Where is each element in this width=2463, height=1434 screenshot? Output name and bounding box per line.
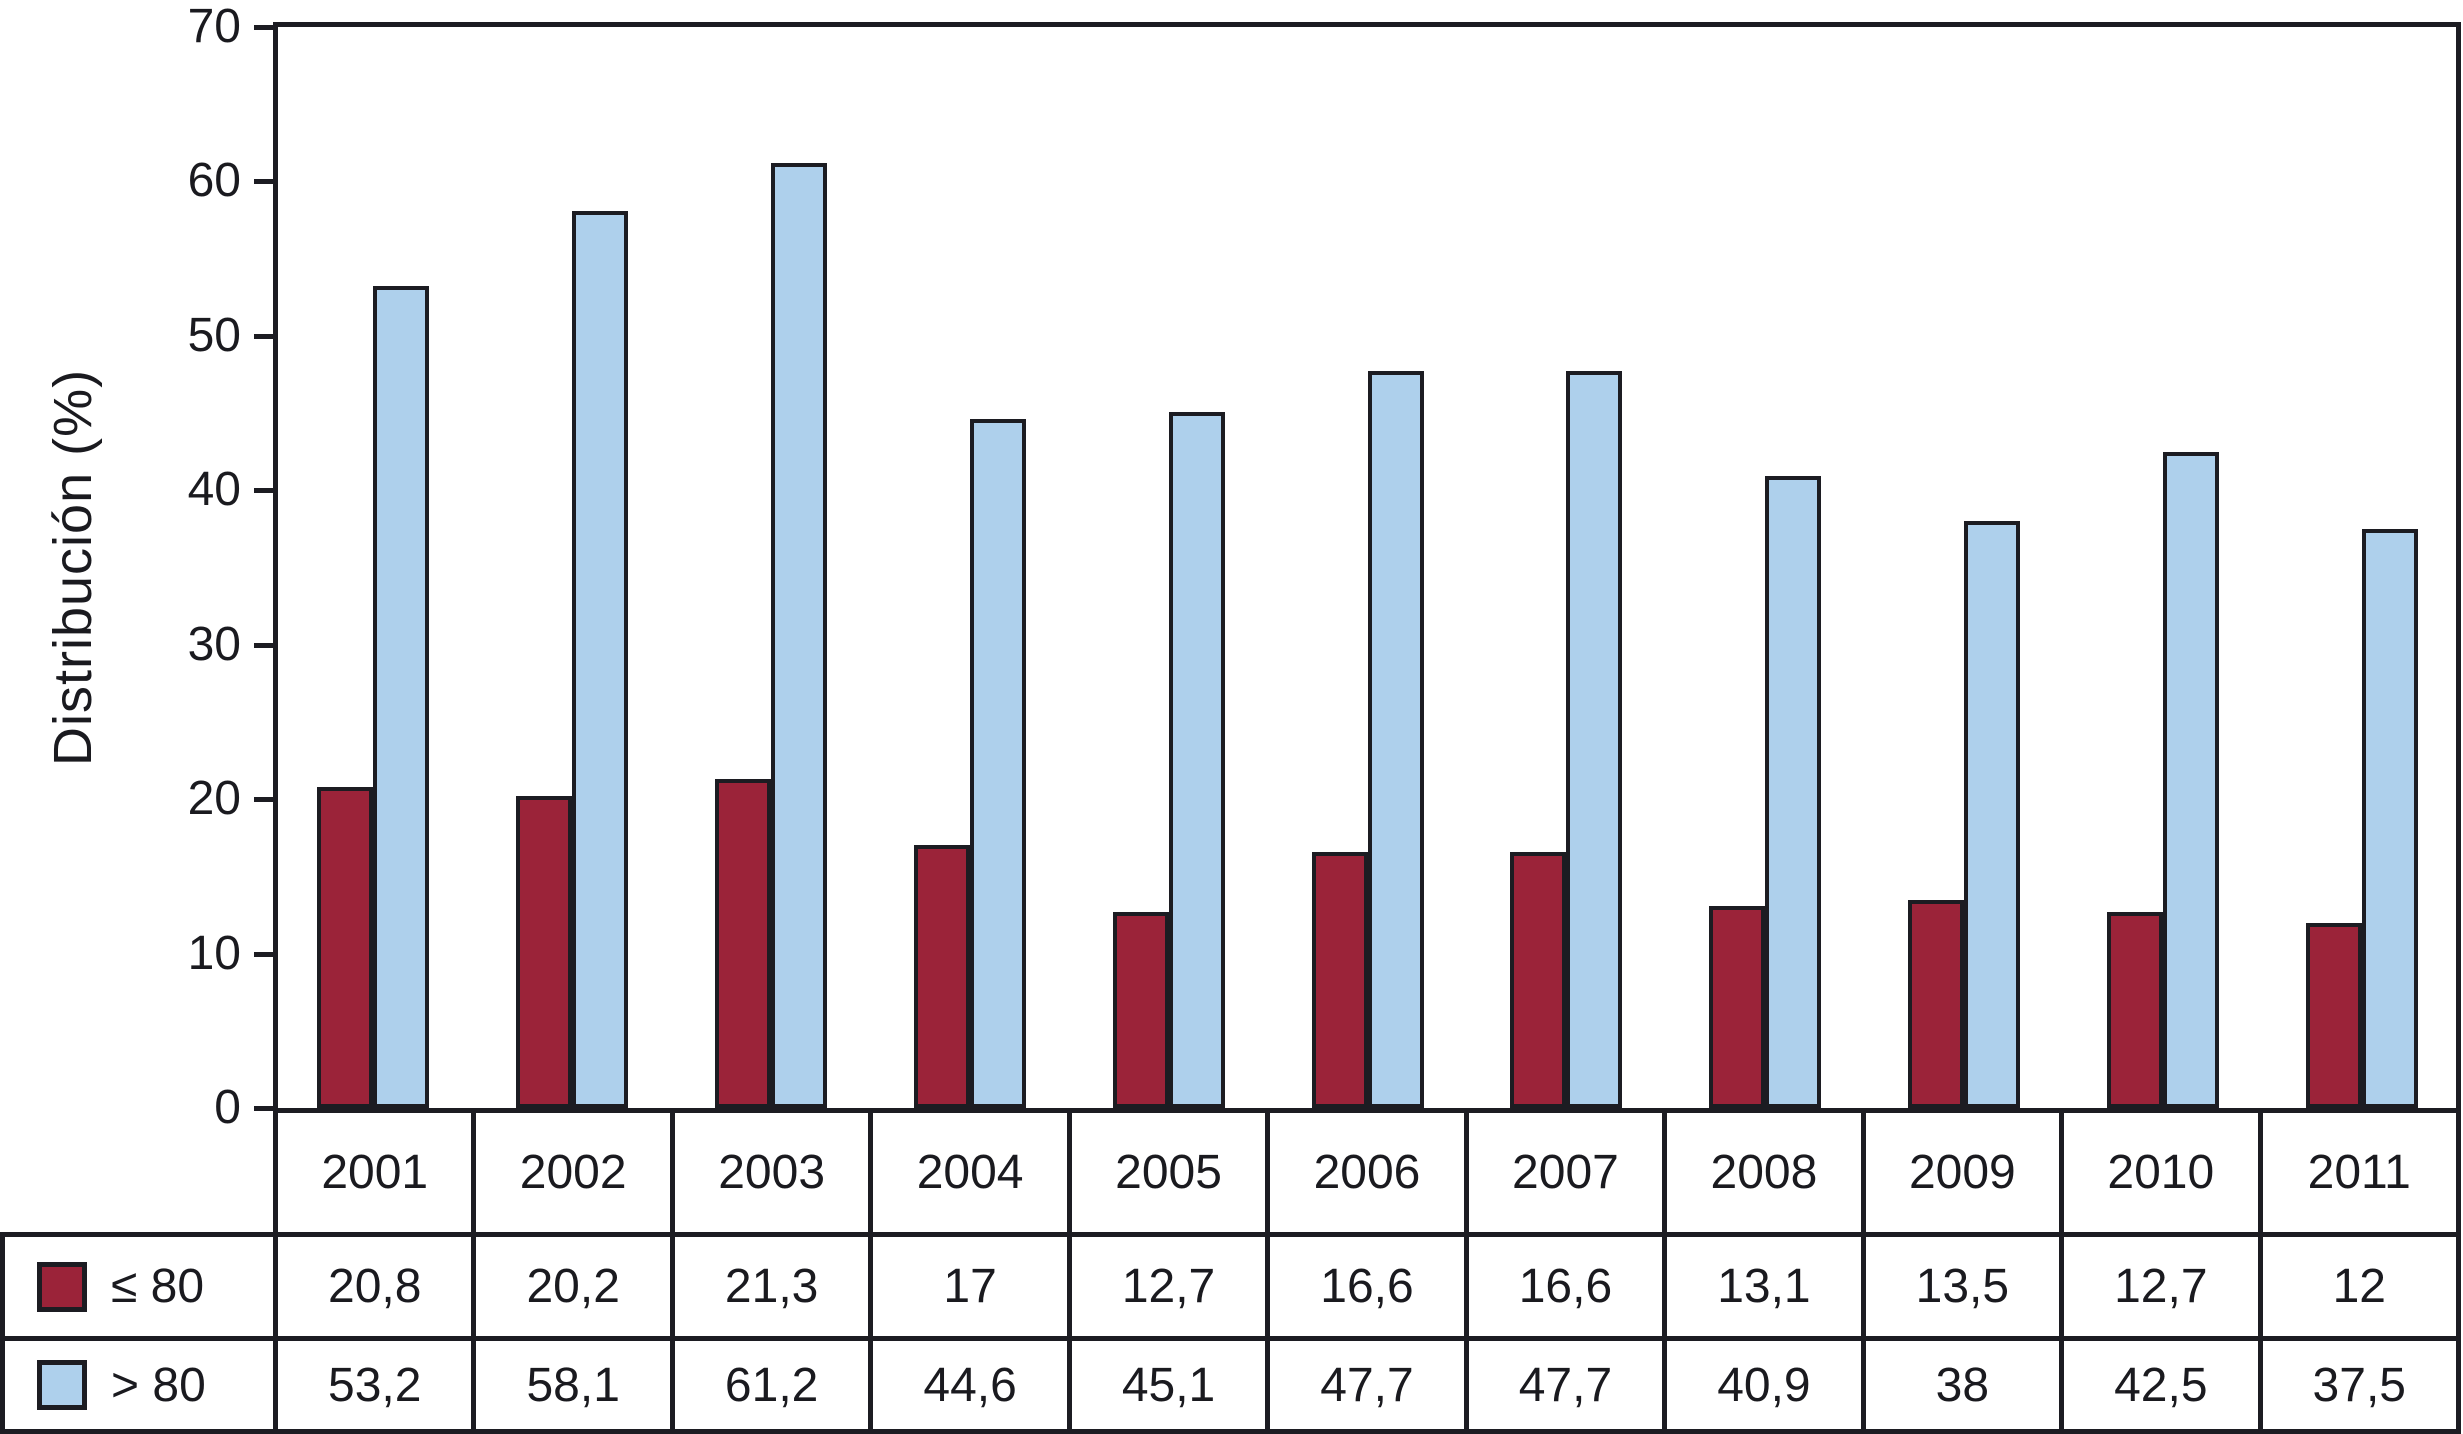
value-cell-gt80: 42,5 xyxy=(2059,1341,2257,1429)
value-cell-le80: 12 xyxy=(2257,1237,2461,1336)
bar-le80-2011 xyxy=(2306,923,2362,1108)
table-row-years: 2001 2002 2003 2004 2005 2006 2007 2008 … xyxy=(0,1113,2461,1232)
value-cell-gt80: 44,6 xyxy=(868,1341,1066,1429)
value-cell-gt80: 37,5 xyxy=(2257,1341,2461,1429)
legend-swatch-le80 xyxy=(37,1261,87,1312)
y-tick-label: 0 xyxy=(214,1081,241,1134)
value-cell-le80: 12,7 xyxy=(1066,1237,1265,1336)
y-tick-label: 20 xyxy=(187,772,241,825)
y-tick-mark xyxy=(254,796,273,802)
year-cell: 2002 xyxy=(471,1113,669,1232)
bar-gt80-2007 xyxy=(1566,371,1622,1108)
y-tick-label: 60 xyxy=(187,154,241,207)
value-cell-le80: 13,5 xyxy=(1860,1237,2059,1336)
bar-gt80-2002 xyxy=(572,211,628,1108)
bar-le80-2001 xyxy=(317,787,373,1108)
year-cell: 2001 xyxy=(273,1113,471,1232)
bar-gt80-2004 xyxy=(970,419,1026,1108)
y-tick-label: 70 xyxy=(187,0,241,53)
bar-gt80-2008 xyxy=(1765,476,1821,1108)
value-cell-gt80: 40,9 xyxy=(1662,1341,1860,1429)
y-tick-10: 10 xyxy=(0,930,273,978)
legend-cell-gt80: > 80 xyxy=(0,1341,273,1429)
table-row-le80: ≤ 80 20,8 20,2 21,3 17 12,7 16,6 16,6 13… xyxy=(0,1232,2461,1336)
value-cell-le80: 13,1 xyxy=(1662,1237,1860,1336)
y-tick-mark xyxy=(254,951,273,957)
y-tick-50: 50 xyxy=(0,312,273,360)
bar-gt80-2006 xyxy=(1368,371,1424,1108)
year-cell: 2009 xyxy=(1860,1113,2059,1232)
value-cell-le80: 20,8 xyxy=(273,1237,471,1336)
y-tick-70: 70 xyxy=(0,3,273,51)
y-tick-mark xyxy=(254,178,273,184)
value-cell-le80: 16,6 xyxy=(1265,1237,1463,1336)
value-cell-le80: 20,2 xyxy=(471,1237,669,1336)
value-cell-le80: 21,3 xyxy=(669,1237,868,1336)
bar-le80-2003 xyxy=(715,779,771,1108)
year-cell: 2004 xyxy=(868,1113,1066,1232)
bar-gt80-2003 xyxy=(771,163,827,1108)
value-cell-gt80: 61,2 xyxy=(669,1341,868,1429)
value-cell-gt80: 58,1 xyxy=(471,1341,669,1429)
bar-le80-2004 xyxy=(914,845,970,1108)
bar-gt80-2009 xyxy=(1964,521,2020,1108)
value-cell-gt80: 47,7 xyxy=(1265,1341,1463,1429)
y-tick-60: 60 xyxy=(0,157,273,205)
plot-area xyxy=(273,22,2461,1113)
y-tick-mark xyxy=(254,24,273,30)
y-tick-mark xyxy=(254,333,273,339)
value-cell-gt80: 53,2 xyxy=(273,1341,471,1429)
y-tick-mark xyxy=(254,487,273,493)
y-tick-mark xyxy=(254,1105,273,1111)
legend-cell-le80: ≤ 80 xyxy=(0,1237,273,1336)
bar-gt80-2010 xyxy=(2163,452,2219,1108)
legend-label-le80: ≤ 80 xyxy=(111,1260,205,1313)
bar-gt80-2001 xyxy=(373,286,429,1108)
bar-le80-2009 xyxy=(1908,900,1964,1108)
value-cell-le80: 17 xyxy=(868,1237,1066,1336)
bar-le80-2002 xyxy=(516,796,572,1108)
value-cell-le80: 16,6 xyxy=(1463,1237,1662,1336)
year-cell: 2006 xyxy=(1265,1113,1463,1232)
year-cell: 2011 xyxy=(2257,1113,2461,1232)
table-row-gt80: > 80 53,2 58,1 61,2 44,6 45,1 47,7 47,7 … xyxy=(0,1336,2461,1434)
table-corner-spacer xyxy=(0,1113,273,1232)
data-table: 2001 2002 2003 2004 2005 2006 2007 2008 … xyxy=(0,1113,2461,1434)
bar-le80-2005 xyxy=(1113,912,1169,1108)
y-tick-label: 30 xyxy=(187,618,241,671)
y-tick-mark xyxy=(254,642,273,648)
bar-le80-2008 xyxy=(1709,906,1765,1108)
y-tick-label: 40 xyxy=(187,463,241,516)
y-tick-40: 40 xyxy=(0,466,273,514)
y-tick-0: 0 xyxy=(0,1084,273,1132)
bar-le80-2006 xyxy=(1312,852,1368,1108)
value-cell-gt80: 45,1 xyxy=(1066,1341,1265,1429)
bar-gt80-2011 xyxy=(2362,529,2418,1108)
legend-label-gt80: > 80 xyxy=(111,1358,206,1412)
y-tick-label: 10 xyxy=(187,927,241,980)
year-cell: 2010 xyxy=(2059,1113,2257,1232)
value-cell-gt80: 38 xyxy=(1860,1341,2059,1429)
legend-swatch-gt80 xyxy=(37,1360,87,1410)
year-cell: 2008 xyxy=(1662,1113,1860,1232)
year-cell: 2003 xyxy=(669,1113,868,1232)
y-tick-20: 20 xyxy=(0,775,273,823)
value-cell-gt80: 47,7 xyxy=(1463,1341,1662,1429)
year-cell: 2007 xyxy=(1463,1113,1662,1232)
value-cell-le80: 12,7 xyxy=(2059,1237,2257,1336)
year-cell: 2005 xyxy=(1066,1113,1265,1232)
y-tick-30: 30 xyxy=(0,621,273,669)
bar-gt80-2005 xyxy=(1169,412,1225,1108)
bar-le80-2007 xyxy=(1510,852,1566,1108)
y-tick-label: 50 xyxy=(187,309,241,362)
bar-le80-2010 xyxy=(2107,912,2163,1108)
